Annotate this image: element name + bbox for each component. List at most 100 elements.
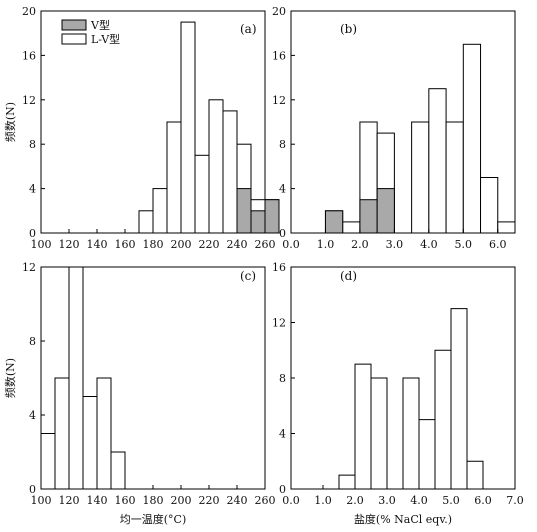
legend-swatch-v — [61, 19, 87, 31]
x-tick-label: 4.0 — [420, 238, 438, 251]
panel-label: (d) — [340, 269, 357, 283]
bar-lv — [96, 377, 112, 490]
x-tick-label: 7.0 — [506, 494, 524, 507]
bar-lv — [370, 377, 388, 490]
x-tick-label: 120 — [59, 238, 80, 251]
y-axis-label: 频数(N) — [3, 102, 17, 142]
plot-frame — [290, 10, 516, 234]
x-tick-label: 160 — [115, 494, 136, 507]
y-tick-label: 12 — [22, 261, 36, 274]
x-tick-label: 2.0 — [351, 238, 369, 251]
panel-label: (c) — [240, 269, 256, 283]
x-tick-label: 5.0 — [442, 494, 460, 507]
bar-lv — [194, 154, 210, 234]
x-tick-label: 2.0 — [346, 494, 364, 507]
x-tick-label: 3.0 — [378, 494, 396, 507]
x-tick-label: 4.0 — [410, 494, 428, 507]
legend-label-v: V型 — [90, 18, 110, 32]
bar-lv — [497, 221, 516, 234]
bar-lv — [110, 451, 126, 490]
y-tick-label: 0 — [279, 483, 286, 496]
x-axis-label: 均一温度(°C) — [120, 512, 187, 526]
y-tick-label: 12 — [272, 317, 286, 330]
y-tick-label: 16 — [272, 261, 286, 274]
x-tick-label: 3.0 — [386, 238, 404, 251]
bar-lv — [166, 121, 182, 234]
x-tick-label: 6.0 — [489, 238, 507, 251]
x-tick-label: 100 — [31, 494, 52, 507]
bar-lv — [208, 99, 224, 234]
y-tick-label: 8 — [29, 138, 36, 151]
y-tick-label: 4 — [279, 183, 286, 196]
bar-lv — [180, 21, 196, 234]
bar-lv — [338, 474, 356, 490]
bar-lv — [428, 88, 447, 234]
x-tick-label: 160 — [115, 238, 136, 251]
bar-v — [236, 188, 252, 234]
x-tick-label: 220 — [199, 238, 220, 251]
bar-lv — [411, 121, 430, 234]
panel-1: 0.0 1.0 2.0 3.0 4.0 5.0 6.0 0 4 8 12 16 20 (b) — [272, 5, 516, 251]
x-tick-label: 260 — [255, 238, 276, 251]
bar-lv — [450, 308, 468, 490]
x-tick-label: 6.0 — [474, 494, 492, 507]
y-tick-label: 4 — [29, 409, 36, 422]
legend: V型L-V型 — [61, 18, 120, 46]
bar-lv — [480, 177, 499, 234]
x-tick-label: 140 — [87, 238, 108, 251]
legend-label-lv: L-V型 — [91, 32, 120, 46]
bar-lv — [466, 460, 484, 490]
x-tick-label: 1.0 — [317, 238, 335, 251]
bar-lv — [222, 110, 238, 234]
x-tick-label: 220 — [199, 494, 220, 507]
x-tick-label: 5.0 — [455, 238, 473, 251]
y-tick-label: 12 — [22, 94, 36, 107]
bar-lv — [152, 188, 168, 234]
y-tick-label: 8 — [279, 372, 286, 385]
bar-lv — [354, 363, 372, 490]
bar-lv — [462, 43, 482, 234]
bar-lv — [445, 121, 464, 234]
bar-v — [359, 199, 378, 234]
bar-lv — [434, 349, 452, 490]
x-tick-label: 120 — [59, 494, 80, 507]
x-tick-label: 180 — [143, 238, 164, 251]
panel-0: 100 120 140 160 180 200 220 240 260 0 4 8 12 16 20 (a) 频… — [3, 5, 280, 251]
bar-lv — [418, 419, 436, 490]
y-tick-label: 16 — [22, 49, 36, 62]
x-tick-label: 100 — [31, 238, 52, 251]
y-tick-label: 8 — [29, 335, 36, 348]
y-tick-label: 0 — [279, 227, 286, 240]
y-axis-label: 频数(N) — [3, 358, 17, 398]
y-tick-label: 20 — [272, 5, 286, 18]
y-tick-label: 8 — [279, 138, 286, 151]
x-tick-label: 200 — [171, 238, 192, 251]
y-tick-label: 12 — [272, 94, 286, 107]
x-tick-label: 0.0 — [282, 494, 300, 507]
bar-lv — [402, 377, 420, 490]
bar-lv — [82, 396, 98, 490]
x-tick-label: 260 — [255, 494, 276, 507]
legend-swatch-lv — [61, 33, 87, 45]
bar-v — [250, 210, 266, 234]
x-tick-label: 240 — [227, 494, 248, 507]
bar-lv — [68, 266, 84, 490]
panel-label: (a) — [240, 22, 257, 36]
bar-lv — [54, 377, 70, 490]
x-tick-label: 180 — [143, 494, 164, 507]
panel-3: 0.0 1.0 2.0 3.0 4.0 5.0 6.0 7.0 0 4 8 12 16 (d) 盐度(% N… — [272, 261, 524, 526]
x-tick-label: 1.0 — [314, 494, 332, 507]
y-tick-label: 0 — [29, 483, 36, 496]
bar-lv — [138, 210, 154, 234]
y-tick-label: 4 — [279, 428, 286, 441]
x-tick-label: 0.0 — [282, 238, 300, 251]
x-tick-label: 140 — [87, 494, 108, 507]
y-tick-label: 20 — [22, 5, 36, 18]
panel-2: 100 120 140 160 180 200 220 240 260 0 4 8 12 (c) 频数(N)… — [3, 261, 276, 526]
x-tick-label: 200 — [171, 494, 192, 507]
bar-lv — [342, 221, 361, 234]
y-tick-label: 0 — [29, 227, 36, 240]
x-axis-label: 盐度(% NaCl eqv.) — [354, 512, 452, 526]
bar-v — [264, 199, 280, 234]
bar-v — [324, 210, 344, 234]
